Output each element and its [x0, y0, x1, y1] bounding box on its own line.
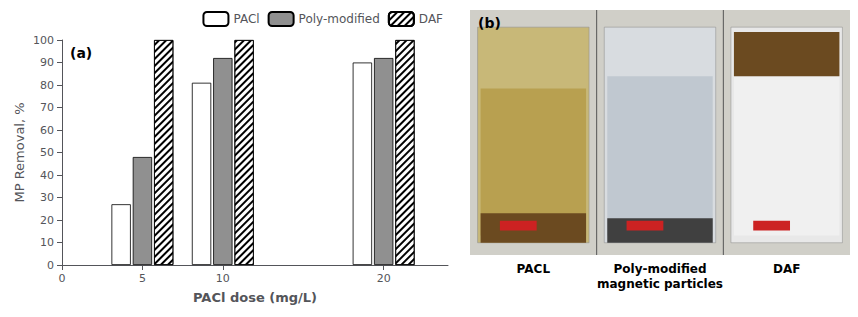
- svg-text:5: 5: [139, 272, 146, 285]
- svg-text:(a): (a): [70, 45, 92, 61]
- svg-text:100: 100: [33, 34, 54, 47]
- svg-text:0: 0: [47, 259, 54, 272]
- svg-text:60: 60: [40, 124, 54, 137]
- svg-text:(b): (b): [478, 15, 501, 31]
- svg-text:90: 90: [40, 56, 54, 69]
- svg-text:30: 30: [40, 191, 54, 204]
- svg-text:magnetic particles: magnetic particles: [597, 277, 723, 291]
- svg-text:PACl dose (mg/L): PACl dose (mg/L): [193, 290, 317, 305]
- svg-text:DAF: DAF: [773, 262, 800, 276]
- svg-text:0: 0: [59, 272, 66, 285]
- svg-text:Poly-modified: Poly-modified: [299, 12, 380, 26]
- svg-text:10: 10: [40, 236, 54, 249]
- svg-text:10: 10: [216, 272, 230, 285]
- svg-text:PACl: PACl: [233, 12, 259, 26]
- svg-text:70: 70: [40, 101, 54, 114]
- svg-text:40: 40: [40, 169, 54, 182]
- svg-text:DAF: DAF: [419, 12, 443, 26]
- svg-text:20: 20: [40, 214, 54, 227]
- svg-text:MP Removal, %: MP Removal, %: [12, 102, 27, 202]
- svg-text:20: 20: [377, 272, 391, 285]
- svg-text:80: 80: [40, 79, 54, 92]
- svg-text:PACL: PACL: [517, 262, 551, 276]
- svg-text:50: 50: [40, 146, 54, 159]
- svg-text:Poly-modified: Poly-modified: [613, 262, 706, 276]
